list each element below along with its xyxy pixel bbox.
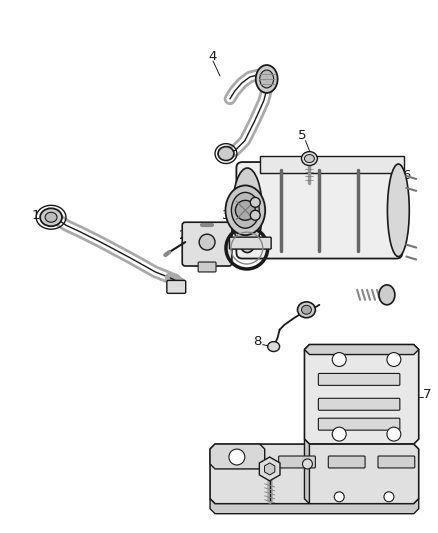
Text: 3: 3 <box>222 209 230 222</box>
Ellipse shape <box>226 185 265 235</box>
Polygon shape <box>304 345 419 354</box>
Ellipse shape <box>379 285 395 305</box>
FancyBboxPatch shape <box>198 262 216 272</box>
Text: 5: 5 <box>240 453 249 465</box>
Ellipse shape <box>45 212 57 222</box>
FancyBboxPatch shape <box>230 237 271 249</box>
FancyBboxPatch shape <box>318 398 400 410</box>
Circle shape <box>250 211 260 220</box>
FancyBboxPatch shape <box>279 456 315 468</box>
Circle shape <box>250 197 260 207</box>
Text: 8: 8 <box>254 335 262 348</box>
FancyBboxPatch shape <box>237 162 403 259</box>
Text: 6: 6 <box>403 169 411 182</box>
Circle shape <box>384 492 394 502</box>
Circle shape <box>235 200 255 220</box>
Circle shape <box>199 234 215 250</box>
FancyBboxPatch shape <box>182 222 232 266</box>
Ellipse shape <box>231 192 259 228</box>
Text: 1: 1 <box>32 209 40 222</box>
Circle shape <box>332 352 346 367</box>
FancyBboxPatch shape <box>318 374 400 385</box>
Text: 4: 4 <box>209 50 217 62</box>
Circle shape <box>229 449 245 465</box>
Polygon shape <box>260 156 404 173</box>
Ellipse shape <box>256 65 278 93</box>
Circle shape <box>303 459 312 469</box>
Polygon shape <box>210 444 265 469</box>
Circle shape <box>334 492 344 502</box>
Ellipse shape <box>297 302 315 318</box>
Ellipse shape <box>301 305 311 314</box>
Ellipse shape <box>268 342 279 352</box>
Ellipse shape <box>218 147 234 160</box>
Polygon shape <box>265 463 275 475</box>
Ellipse shape <box>260 70 274 88</box>
Circle shape <box>387 352 401 367</box>
Circle shape <box>387 427 401 441</box>
Text: 5: 5 <box>298 129 307 142</box>
Circle shape <box>332 427 346 441</box>
Ellipse shape <box>233 168 262 253</box>
Polygon shape <box>210 499 419 514</box>
FancyBboxPatch shape <box>328 456 365 468</box>
Ellipse shape <box>301 151 318 166</box>
Text: 7: 7 <box>422 388 431 401</box>
Ellipse shape <box>304 155 314 163</box>
Polygon shape <box>304 439 309 504</box>
Ellipse shape <box>388 164 409 256</box>
Ellipse shape <box>40 208 62 226</box>
Text: 2: 2 <box>179 229 187 241</box>
Polygon shape <box>259 457 280 481</box>
FancyBboxPatch shape <box>167 280 186 293</box>
Polygon shape <box>304 345 419 444</box>
FancyBboxPatch shape <box>378 456 415 468</box>
FancyBboxPatch shape <box>318 418 400 430</box>
Polygon shape <box>210 444 419 504</box>
